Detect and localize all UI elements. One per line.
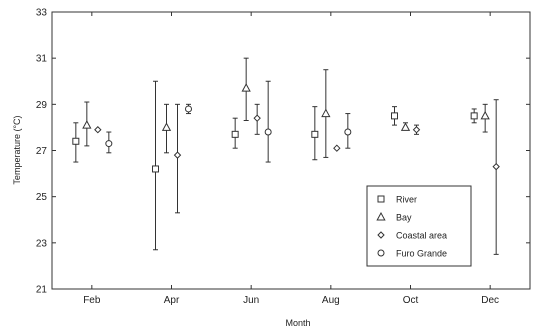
river-point xyxy=(231,130,239,138)
legend-marker-coastal-area xyxy=(377,231,385,239)
y-tick-label: 21 xyxy=(36,285,48,296)
y-tick-label: 23 xyxy=(36,238,48,249)
x-tick-label: Oct xyxy=(403,295,419,306)
furo-grande-point xyxy=(105,140,113,148)
x-tick-label: Dec xyxy=(481,295,499,306)
furo-grande-point xyxy=(344,128,352,136)
x-tick-label: Aug xyxy=(322,295,340,306)
y-axis-title: Temperature (°C) xyxy=(12,115,22,184)
bay-point xyxy=(480,110,490,120)
legend-marker-bay xyxy=(376,211,386,221)
legend-label-furo-grande: Furo Grande xyxy=(396,249,447,259)
furo-grande-point xyxy=(264,128,272,136)
river-point xyxy=(470,112,478,120)
river-point xyxy=(391,112,398,120)
x-tick-label: Jun xyxy=(243,295,259,306)
furo-grande-point xyxy=(185,105,192,113)
river-point xyxy=(72,137,80,145)
coastal-area-point xyxy=(253,114,261,122)
coastal-area-point xyxy=(173,151,182,159)
y-tick-label: 25 xyxy=(36,192,48,203)
x-tick-label: Apr xyxy=(164,295,180,306)
coastal-area-point xyxy=(333,144,341,152)
bay-point xyxy=(400,122,411,131)
y-tick-label: 29 xyxy=(36,100,48,111)
bay-point xyxy=(321,108,331,118)
legend-marker-furo-grande xyxy=(377,249,385,257)
x-tick-label: Feb xyxy=(83,295,101,306)
bay-point xyxy=(161,122,172,131)
y-tick-label: 33 xyxy=(36,8,48,19)
legend: River Bay Coastal area Furo Grande xyxy=(366,185,472,267)
x-axis: Feb Apr Jun Aug Oct Dec xyxy=(83,12,499,306)
bay-point xyxy=(82,120,92,129)
x-axis-title: Month xyxy=(285,318,310,328)
legend-label-river: River xyxy=(396,195,417,205)
coastal-area-point xyxy=(492,162,500,171)
legend-marker-river xyxy=(377,195,385,203)
legend-label-bay: Bay xyxy=(396,213,412,223)
coastal-area-point xyxy=(412,126,421,134)
legend-label-coastal-area: Coastal area xyxy=(396,231,447,241)
coastal-area-point xyxy=(94,126,102,134)
y-tick-label: 27 xyxy=(36,146,48,157)
y-axis: 21 23 25 27 29 31 33 xyxy=(36,8,530,296)
data-marks xyxy=(72,57,500,255)
river-point xyxy=(152,165,159,173)
bay-point xyxy=(241,83,251,92)
river-point xyxy=(311,130,319,138)
y-tick-label: 31 xyxy=(36,54,48,65)
